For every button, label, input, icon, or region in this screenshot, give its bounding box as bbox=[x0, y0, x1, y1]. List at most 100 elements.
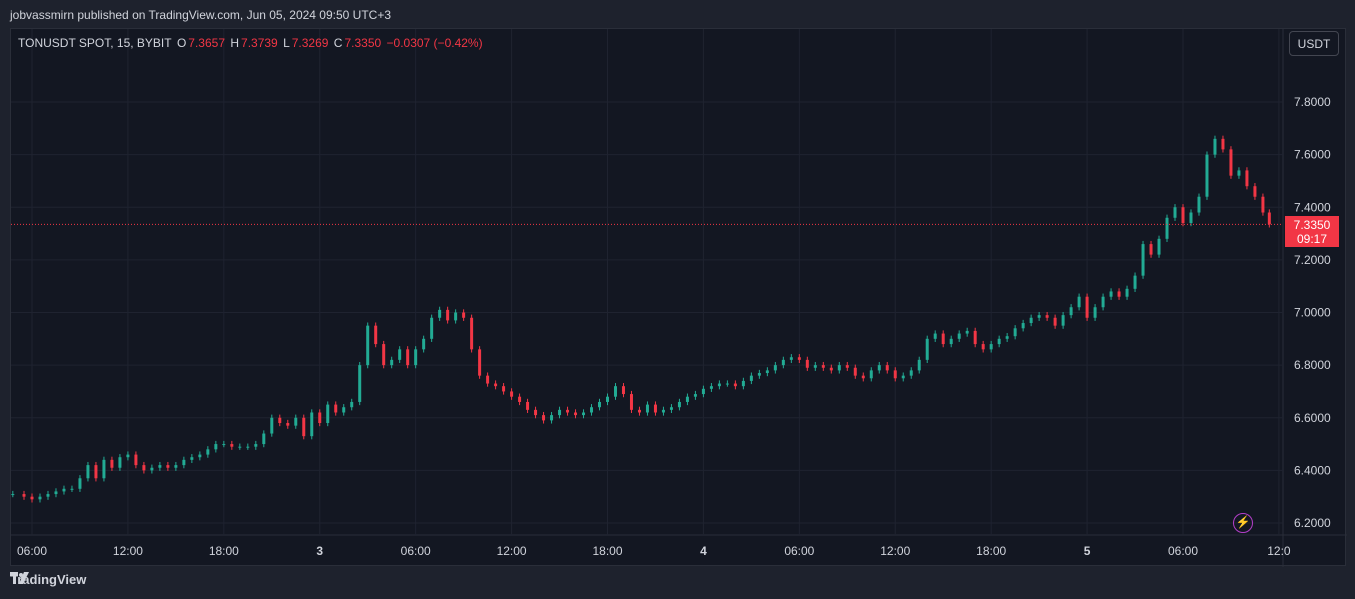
candle-body bbox=[1061, 315, 1065, 326]
candle-body bbox=[1261, 196, 1265, 213]
candle-body bbox=[1133, 275, 1137, 289]
candle-body bbox=[526, 401, 530, 410]
candle-body bbox=[158, 465, 162, 468]
candle-body bbox=[142, 465, 146, 471]
lightning-icon[interactable]: ⚡ bbox=[1233, 513, 1253, 533]
candle-body bbox=[1093, 307, 1097, 318]
candle-body bbox=[542, 415, 546, 421]
candle-body bbox=[1267, 212, 1271, 225]
candle-body bbox=[94, 465, 98, 479]
candle-body bbox=[606, 396, 609, 402]
candle-body bbox=[510, 391, 514, 397]
candle-body bbox=[270, 417, 274, 434]
candle-body bbox=[861, 375, 865, 379]
candle-body bbox=[70, 488, 74, 490]
candle-body bbox=[1013, 328, 1017, 337]
candle-body bbox=[757, 373, 761, 376]
candle-body bbox=[1149, 244, 1153, 255]
candle-body bbox=[997, 338, 1001, 345]
candle-body bbox=[1037, 315, 1041, 318]
x-tick-label: 5 bbox=[1084, 544, 1091, 558]
candle-body bbox=[238, 446, 242, 448]
candle-body bbox=[629, 394, 633, 410]
legend-low-value: 7.3269 bbox=[291, 36, 329, 50]
candle-body bbox=[645, 404, 649, 413]
x-tick-label: 12:00 bbox=[880, 544, 910, 558]
candle-body bbox=[1157, 238, 1161, 255]
candle-body bbox=[190, 457, 194, 460]
candle-body bbox=[430, 317, 434, 339]
candle-body bbox=[789, 357, 793, 360]
chart-legend: TONUSDT SPOT, 15, BYBIT O 7.3657 H 7.3739 … bbox=[18, 36, 485, 50]
candle-body bbox=[462, 312, 466, 318]
candle-body bbox=[286, 423, 290, 426]
candle-body bbox=[326, 404, 330, 424]
candle-body bbox=[685, 396, 689, 402]
candle-body bbox=[198, 454, 202, 458]
x-tick-label: 12:00 bbox=[113, 544, 143, 558]
candle-body bbox=[446, 309, 450, 321]
candle-body bbox=[518, 396, 522, 402]
candle-body bbox=[86, 465, 90, 479]
candle-body bbox=[534, 409, 538, 416]
candlestick-chart[interactable]: 6.2000 6.4000 6.6000 6.8000 7.0000 7.2000 7.40… bbox=[11, 29, 1347, 567]
x-tick-label: 3 bbox=[316, 544, 323, 558]
candle-body bbox=[1021, 323, 1025, 329]
candle-body bbox=[725, 383, 729, 385]
footer-brand-name: TradingView bbox=[10, 572, 87, 587]
candle-body bbox=[454, 312, 458, 321]
candle-body bbox=[502, 386, 506, 392]
legend-open-value: 7.3657 bbox=[188, 36, 225, 50]
legend-open-label: O bbox=[176, 36, 187, 50]
last-price-value: 7.3350 bbox=[1293, 218, 1331, 232]
candle-body bbox=[350, 401, 354, 408]
candle-body bbox=[669, 407, 673, 410]
footer-brand[interactable]: TradingView bbox=[10, 572, 86, 587]
candle-body bbox=[1253, 186, 1257, 197]
candle-body bbox=[486, 375, 490, 384]
candle-body bbox=[973, 330, 977, 345]
chart-frame[interactable]: 6.2000 6.4000 6.6000 6.8000 7.0000 7.2000 7.40… bbox=[10, 28, 1347, 567]
candle-body bbox=[566, 409, 570, 413]
candle-body bbox=[54, 491, 58, 495]
candle-body bbox=[1109, 291, 1113, 297]
last-price-countdown: 09:17 bbox=[1296, 232, 1328, 246]
legend-change: −0.0307 (−0.42%) bbox=[386, 36, 483, 50]
candle-body bbox=[390, 359, 394, 366]
candle-body bbox=[1165, 217, 1169, 239]
candle-body bbox=[1245, 170, 1249, 187]
candle-body bbox=[765, 370, 769, 374]
currency-button[interactable]: USDT bbox=[1289, 31, 1339, 56]
y-tick-label: 7.2000 bbox=[1294, 253, 1331, 267]
candle-body bbox=[598, 401, 602, 408]
candle-body bbox=[574, 412, 578, 416]
candle-body bbox=[78, 478, 82, 489]
candle-body bbox=[1085, 296, 1089, 318]
candle-body bbox=[222, 444, 226, 446]
candle-body bbox=[214, 444, 218, 450]
candle-body bbox=[621, 386, 625, 395]
candle-body bbox=[174, 465, 178, 468]
candle-body bbox=[1213, 138, 1217, 155]
candle-body bbox=[414, 349, 418, 366]
x-tick-label: 06:00 bbox=[784, 544, 814, 558]
y-tick-label: 6.6000 bbox=[1294, 411, 1331, 425]
candle-body bbox=[1117, 291, 1121, 297]
x-tick-label: 06:00 bbox=[401, 544, 431, 558]
candle-body bbox=[893, 370, 897, 379]
candle-body bbox=[1197, 196, 1201, 213]
candle-body bbox=[661, 409, 665, 413]
candle-body bbox=[869, 370, 873, 379]
candle-body bbox=[366, 325, 370, 366]
candle-body bbox=[845, 365, 849, 368]
candle-body bbox=[1181, 207, 1185, 224]
candle-body bbox=[38, 496, 42, 500]
candle-body bbox=[438, 309, 442, 318]
candle-body bbox=[1077, 296, 1081, 308]
candle-body bbox=[334, 404, 338, 413]
candle-body bbox=[941, 333, 945, 345]
legend-high-value: 7.3739 bbox=[241, 36, 278, 50]
candle-body bbox=[917, 359, 921, 371]
x-tick-label: 18:00 bbox=[976, 544, 1006, 558]
candle-body bbox=[150, 467, 154, 471]
